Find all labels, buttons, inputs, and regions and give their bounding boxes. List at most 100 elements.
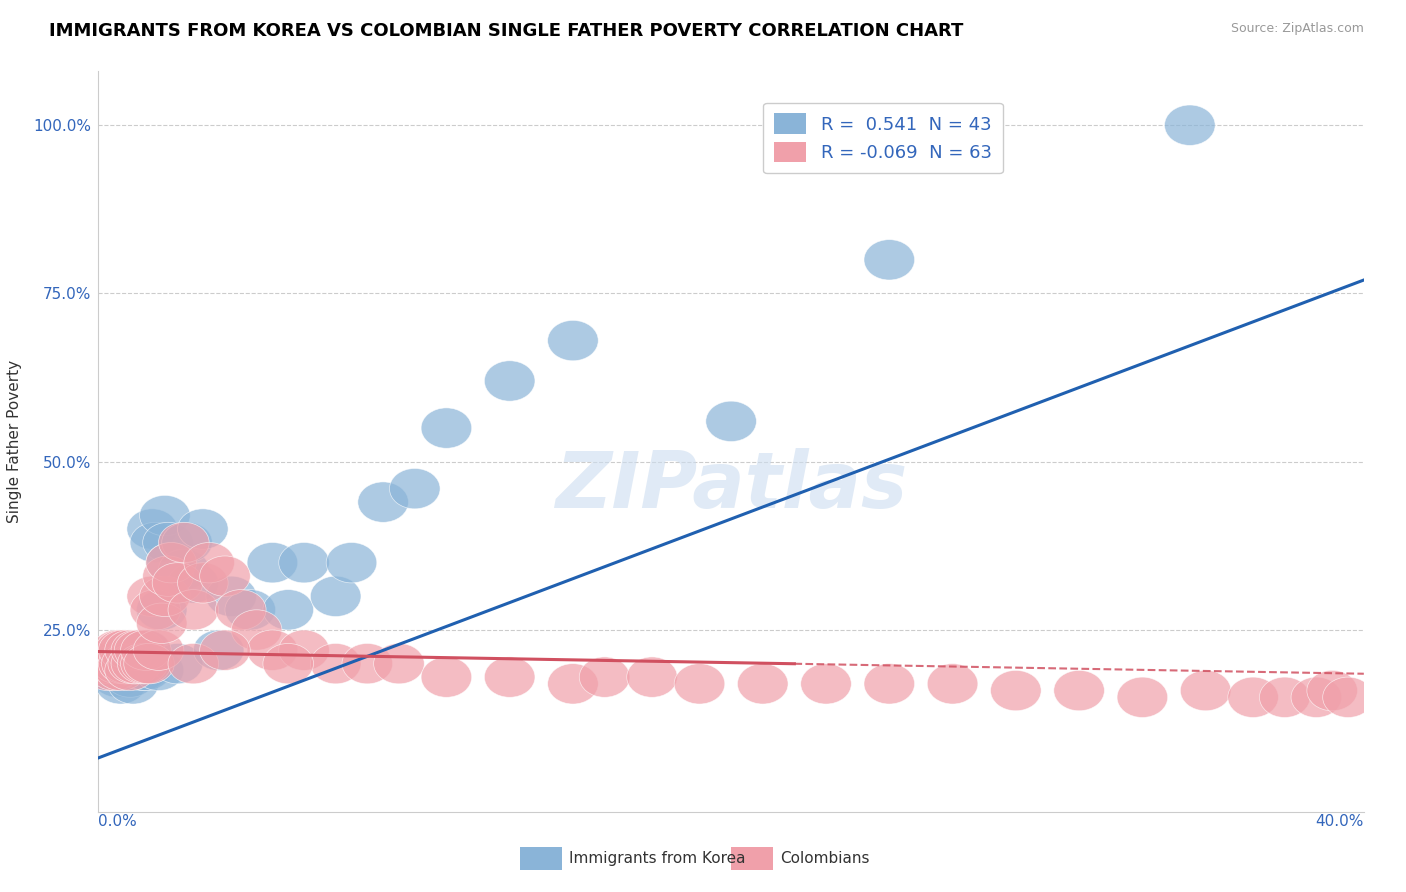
Ellipse shape: [96, 630, 146, 671]
Ellipse shape: [1118, 677, 1167, 717]
Ellipse shape: [146, 542, 197, 582]
Ellipse shape: [1164, 105, 1215, 145]
Ellipse shape: [342, 643, 392, 684]
Ellipse shape: [278, 630, 329, 671]
Ellipse shape: [124, 643, 174, 684]
Ellipse shape: [1291, 677, 1341, 717]
Ellipse shape: [184, 542, 235, 582]
Ellipse shape: [928, 664, 979, 704]
Ellipse shape: [93, 630, 143, 671]
Ellipse shape: [118, 643, 169, 684]
Ellipse shape: [93, 657, 143, 698]
Ellipse shape: [98, 643, 149, 684]
Ellipse shape: [98, 643, 149, 684]
Ellipse shape: [105, 630, 155, 671]
Ellipse shape: [311, 643, 361, 684]
Ellipse shape: [990, 671, 1040, 711]
Ellipse shape: [114, 630, 165, 671]
Text: IMMIGRANTS FROM KOREA VS COLOMBIAN SINGLE FATHER POVERTY CORRELATION CHART: IMMIGRANTS FROM KOREA VS COLOMBIAN SINGL…: [49, 22, 963, 40]
Ellipse shape: [159, 523, 209, 563]
Ellipse shape: [121, 643, 172, 684]
Ellipse shape: [162, 523, 212, 563]
Ellipse shape: [83, 643, 134, 684]
Text: 0.0%: 0.0%: [98, 814, 138, 829]
Ellipse shape: [111, 630, 162, 671]
Ellipse shape: [121, 630, 172, 671]
Ellipse shape: [247, 542, 298, 582]
Ellipse shape: [194, 630, 245, 671]
Text: Colombians: Colombians: [780, 851, 870, 865]
Ellipse shape: [863, 240, 914, 280]
Ellipse shape: [863, 664, 914, 704]
Ellipse shape: [422, 408, 471, 449]
Ellipse shape: [374, 643, 425, 684]
Ellipse shape: [80, 643, 131, 684]
Ellipse shape: [177, 563, 228, 603]
Ellipse shape: [389, 468, 440, 508]
Ellipse shape: [326, 542, 377, 582]
Ellipse shape: [263, 590, 314, 630]
Ellipse shape: [96, 664, 146, 704]
Ellipse shape: [131, 590, 180, 630]
Ellipse shape: [121, 630, 172, 671]
Ellipse shape: [134, 650, 184, 690]
Ellipse shape: [105, 657, 155, 698]
Ellipse shape: [98, 630, 149, 671]
Ellipse shape: [1308, 671, 1358, 711]
Ellipse shape: [136, 603, 187, 643]
Text: Source: ZipAtlas.com: Source: ZipAtlas.com: [1230, 22, 1364, 36]
Ellipse shape: [169, 590, 219, 630]
Ellipse shape: [1180, 671, 1230, 711]
Ellipse shape: [247, 630, 298, 671]
Ellipse shape: [127, 508, 177, 549]
Ellipse shape: [547, 320, 599, 360]
Ellipse shape: [136, 590, 187, 630]
Ellipse shape: [800, 664, 851, 704]
Ellipse shape: [114, 643, 165, 684]
Ellipse shape: [225, 590, 276, 630]
Ellipse shape: [139, 576, 190, 616]
Ellipse shape: [152, 643, 202, 684]
Ellipse shape: [127, 576, 177, 616]
Legend: R =  0.541  N = 43, R = -0.069  N = 63: R = 0.541 N = 43, R = -0.069 N = 63: [763, 103, 1002, 173]
Ellipse shape: [422, 657, 471, 698]
Ellipse shape: [96, 650, 146, 690]
Ellipse shape: [484, 657, 534, 698]
Ellipse shape: [263, 643, 314, 684]
Text: 40.0%: 40.0%: [1316, 814, 1364, 829]
Ellipse shape: [547, 664, 599, 704]
Ellipse shape: [146, 542, 197, 582]
Text: ZIPatlas: ZIPatlas: [555, 448, 907, 524]
Y-axis label: Single Father Poverty: Single Father Poverty: [7, 360, 22, 523]
Ellipse shape: [675, 664, 725, 704]
Ellipse shape: [232, 610, 281, 650]
Ellipse shape: [484, 360, 534, 401]
Ellipse shape: [159, 549, 209, 590]
Ellipse shape: [139, 495, 190, 536]
Ellipse shape: [101, 643, 152, 684]
Ellipse shape: [706, 401, 756, 442]
Ellipse shape: [131, 523, 180, 563]
Ellipse shape: [152, 563, 202, 603]
Ellipse shape: [134, 630, 184, 671]
Ellipse shape: [278, 542, 329, 582]
Ellipse shape: [1054, 671, 1104, 711]
Ellipse shape: [93, 643, 143, 684]
Ellipse shape: [118, 650, 169, 690]
Ellipse shape: [83, 650, 134, 690]
Ellipse shape: [1227, 677, 1278, 717]
Ellipse shape: [111, 643, 162, 684]
Ellipse shape: [1323, 677, 1374, 717]
Ellipse shape: [124, 643, 174, 684]
Ellipse shape: [105, 650, 155, 690]
Ellipse shape: [579, 657, 630, 698]
Ellipse shape: [86, 643, 136, 684]
Ellipse shape: [108, 664, 159, 704]
Text: Immigrants from Korea: Immigrants from Korea: [569, 851, 747, 865]
Ellipse shape: [200, 556, 250, 597]
Ellipse shape: [169, 563, 219, 603]
Ellipse shape: [169, 643, 219, 684]
Ellipse shape: [207, 576, 257, 616]
Ellipse shape: [111, 630, 162, 671]
Ellipse shape: [627, 657, 678, 698]
